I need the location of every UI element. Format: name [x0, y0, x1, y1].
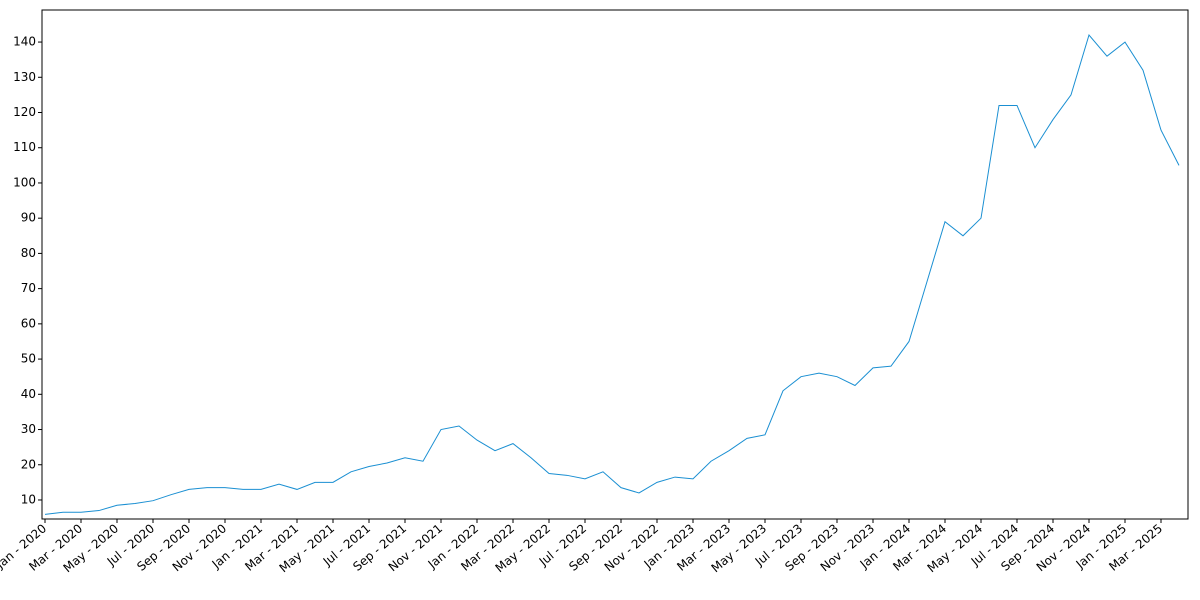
y-tick-label: 50 — [21, 352, 36, 366]
y-tick-label: 120 — [13, 105, 36, 119]
y-tick-label: 130 — [13, 70, 36, 84]
y-tick-label: 40 — [21, 387, 36, 401]
y-tick-label: 80 — [21, 246, 36, 260]
y-tick-label: 100 — [13, 175, 36, 189]
y-tick-label: 110 — [13, 140, 36, 154]
y-tick-label: 30 — [21, 422, 36, 436]
y-tick-label: 90 — [21, 211, 36, 225]
y-tick-label: 70 — [21, 281, 36, 295]
y-tick-label: 140 — [13, 35, 36, 49]
y-tick-label: 20 — [21, 457, 36, 471]
y-tick-label: 60 — [21, 316, 36, 330]
plot-frame — [41, 9, 1189, 520]
y-tick-label: 10 — [21, 492, 36, 506]
price-line — [44, 33, 1180, 515]
